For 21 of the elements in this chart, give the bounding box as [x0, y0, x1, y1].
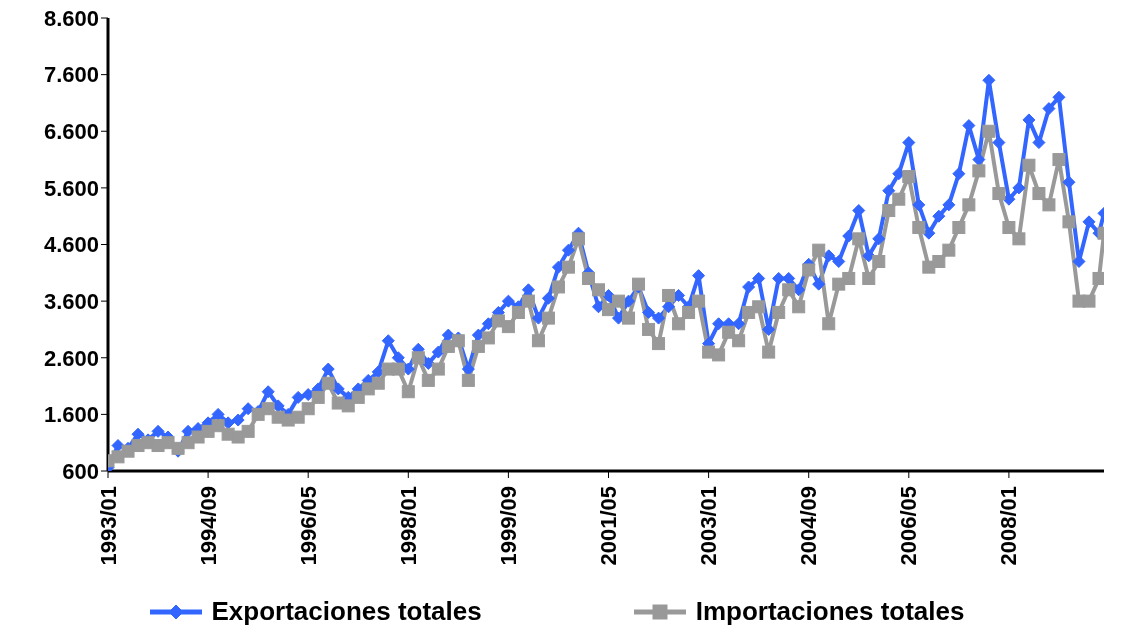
x-tick-label: 2004/09	[796, 486, 822, 566]
x-tick-label: 1998/01	[395, 486, 421, 566]
x-tick-label: 2006/05	[896, 486, 922, 566]
y-tick-label: 7.600	[43, 62, 99, 88]
y-tick-label: 3.600	[43, 288, 99, 314]
x-tick-label: 1996/05	[295, 486, 321, 566]
y-tick-label: 1.600	[43, 402, 99, 428]
x-tick-label: 2003/01	[696, 486, 722, 566]
x-tick-label: 1994/09	[195, 486, 221, 566]
legend-label: Exportaciones totales	[211, 596, 482, 627]
y-tick-label: 600	[62, 458, 99, 484]
legend-label: Importaciones totales	[695, 596, 965, 627]
y-tick-label: 5.600	[43, 175, 99, 201]
x-tick-label: 1999/09	[495, 486, 521, 566]
x-tick-label: 2008/01	[996, 486, 1022, 566]
y-tick-label: 6.600	[43, 119, 99, 145]
y-tick-label: 2.600	[43, 345, 99, 371]
x-tick-label: 1993/01	[95, 486, 121, 566]
x-tick-label: 2001/05	[596, 486, 621, 566]
y-tick-label: 4.600	[43, 232, 99, 258]
y-tick-label: 8.600	[43, 5, 99, 31]
